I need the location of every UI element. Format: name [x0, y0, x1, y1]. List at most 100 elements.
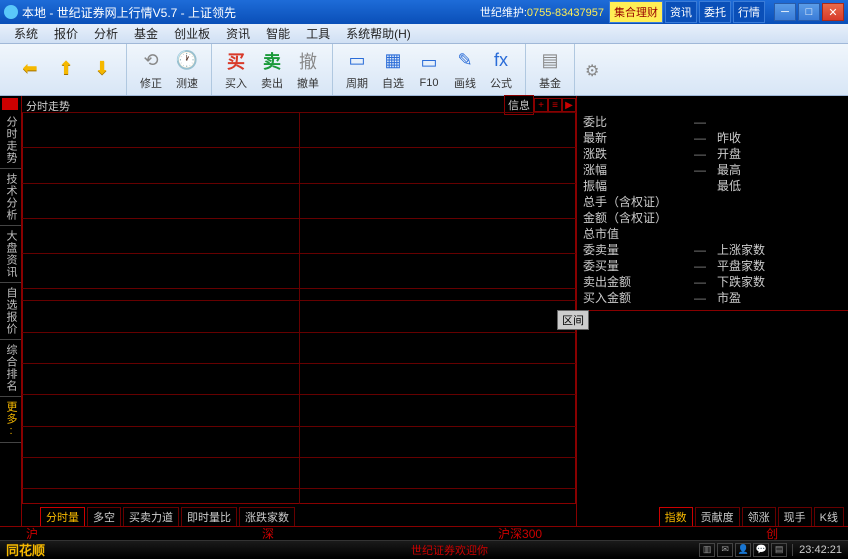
quote-value: —	[683, 242, 717, 258]
tbtn-f10[interactable]: ▭ F10	[412, 48, 446, 92]
chart-tabs: 分时量多空买卖力道即时量比涨跌家数	[40, 507, 297, 526]
chart-tab-1[interactable]: 多空	[87, 507, 121, 526]
settings-icon[interactable]: ⚙	[585, 61, 603, 79]
tbtn-label: 周期	[346, 75, 368, 91]
quote-row: 总市值	[583, 226, 842, 242]
quote-value: —	[683, 162, 717, 178]
menu-5[interactable]: 资讯	[218, 25, 258, 42]
titletab-finance[interactable]: 集合理财	[609, 1, 663, 23]
tbtn-correct[interactable]: ⟲ 修正	[134, 48, 168, 92]
right-tabs: 指数贡献度领涨现手K线	[657, 507, 844, 526]
quote-right: 最低	[717, 178, 741, 194]
quote-value	[683, 178, 717, 194]
titletab-news[interactable]: 资讯	[665, 1, 697, 23]
leftnav-item-4[interactable]: 综合排名	[0, 340, 21, 397]
titletab-trade[interactable]: 委托	[699, 1, 731, 23]
chart-tab-2[interactable]: 买卖力道	[123, 507, 179, 526]
quote-label: 涨幅	[583, 162, 683, 178]
quote-row: 委卖量—上涨家数	[583, 242, 842, 258]
tbtn-speed[interactable]: 🕐测速	[170, 48, 204, 92]
quote-value	[683, 194, 717, 210]
tbtn-label: F10	[420, 77, 439, 89]
market-bar: 沪深沪深300创	[0, 526, 848, 540]
chart-area: 分时走势 信息 + ≡ ▶ 分时量多空买卖力道即时量比涨跌家数	[22, 96, 576, 526]
tbtn-back[interactable]: ⬅	[13, 48, 47, 92]
leftnav-item-3[interactable]: 自选报价	[0, 283, 21, 340]
status-icon-1[interactable]: ▥	[699, 543, 715, 557]
chart-grid[interactable]	[22, 112, 576, 504]
correct-icon: ⟲	[139, 49, 163, 73]
grid-vline	[299, 112, 300, 504]
menu-8[interactable]: 系统帮助(H)	[338, 25, 419, 42]
tbtn-buy[interactable]: 买买入	[219, 48, 253, 92]
right-tab-3[interactable]: 现手	[778, 507, 812, 526]
menu-7[interactable]: 工具	[298, 25, 338, 42]
quote-table: 委比—最新—昨收涨跌—开盘涨幅—最高振幅最低总手（含权证）金额（含权证）总市值委…	[577, 96, 848, 310]
tbtn-label: 画线	[454, 75, 476, 91]
maximize-button[interactable]: □	[798, 3, 820, 21]
draw-icon: ✎	[453, 49, 477, 73]
status-bar: 同花顺 世纪证券欢迎你 ▥ ✉ 👤 💬 ▤ 23:42:21	[0, 540, 848, 558]
chart-tab-3[interactable]: 即时量比	[181, 507, 237, 526]
tbtn-label: 修正	[140, 75, 162, 91]
chart-right-icon[interactable]: ▶	[562, 98, 576, 112]
buy-icon: 买	[224, 49, 248, 73]
tbtn-label: 买入	[225, 75, 247, 91]
tbtn-draw[interactable]: ✎ 画线	[448, 48, 482, 92]
quote-label: 涨跌	[583, 146, 683, 162]
quote-value	[683, 210, 717, 226]
leftnav-item-2[interactable]: 大盘资讯	[0, 226, 21, 283]
menu-3[interactable]: 基金	[126, 25, 166, 42]
titletab-quote[interactable]: 行情	[733, 1, 765, 23]
quote-row: 涨幅—最高	[583, 162, 842, 178]
leftnav-more[interactable]: 更多:	[0, 397, 21, 443]
right-sub-panel	[577, 310, 848, 526]
chart-add-icon[interactable]: +	[534, 98, 548, 112]
leftnav-item-1[interactable]: 技术分析	[0, 169, 21, 226]
clock: 23:42:21	[792, 544, 848, 556]
quote-label: 总手（含权证）	[583, 194, 683, 210]
tbtn-period[interactable]: ▭周期	[340, 48, 374, 92]
tbtn-up[interactable]: ⬆	[49, 48, 83, 92]
quote-value: —	[683, 258, 717, 274]
status-icon-5[interactable]: ▤	[771, 543, 787, 557]
status-icon-3[interactable]: 👤	[735, 543, 751, 557]
quote-value	[683, 226, 717, 242]
leftnav-item-0[interactable]: 分时走势	[0, 112, 21, 169]
window-title: 本地 - 世纪证券网上行情V5.7 - 上证领先	[22, 4, 236, 21]
menu-4[interactable]: 创业板	[166, 25, 218, 42]
tbtn-sell[interactable]: 卖卖出	[255, 48, 289, 92]
tbtn-fund[interactable]: ▤基金	[533, 48, 567, 92]
quote-row: 委买量—平盘家数	[583, 258, 842, 274]
quote-row: 涨跌—开盘	[583, 146, 842, 162]
menu-1[interactable]: 报价	[46, 25, 86, 42]
chart-menu-icon[interactable]: ≡	[548, 98, 562, 112]
right-tab-2[interactable]: 领涨	[742, 507, 776, 526]
tbtn-down[interactable]: ⬇	[85, 48, 119, 92]
tbtn-label: 测速	[176, 75, 198, 91]
quote-value: —	[683, 274, 717, 290]
menu-0[interactable]: 系统	[6, 25, 46, 42]
tbtn-cancel[interactable]: 撤撤单	[291, 48, 325, 92]
right-tab-1[interactable]: 贡献度	[695, 507, 740, 526]
chart-tab-4[interactable]: 涨跌家数	[239, 507, 295, 526]
quote-row: 金额（含权证）	[583, 210, 842, 226]
right-tab-0[interactable]: 指数	[659, 507, 693, 526]
leftnav-marker	[2, 98, 18, 110]
interval-button[interactable]: 区间	[557, 310, 589, 330]
menu-2[interactable]: 分析	[86, 25, 126, 42]
f10-icon: ▭	[417, 51, 441, 75]
chart-tab-0[interactable]: 分时量	[40, 507, 85, 526]
menubar: 系统报价分析基金创业板资讯智能工具系统帮助(H)	[0, 24, 848, 44]
minimize-button[interactable]: ─	[774, 3, 796, 21]
close-button[interactable]: ✕	[822, 3, 844, 21]
tbtn-formula[interactable]: fx公式	[484, 48, 518, 92]
tbtn-label: 公式	[490, 75, 512, 91]
quote-label: 最新	[583, 130, 683, 146]
status-icon-2[interactable]: ✉	[717, 543, 733, 557]
tbtn-self[interactable]: ▦自选	[376, 48, 410, 92]
quote-right: 平盘家数	[717, 258, 765, 274]
right-tab-4[interactable]: K线	[814, 507, 844, 526]
status-icon-4[interactable]: 💬	[753, 543, 769, 557]
menu-6[interactable]: 智能	[258, 25, 298, 42]
